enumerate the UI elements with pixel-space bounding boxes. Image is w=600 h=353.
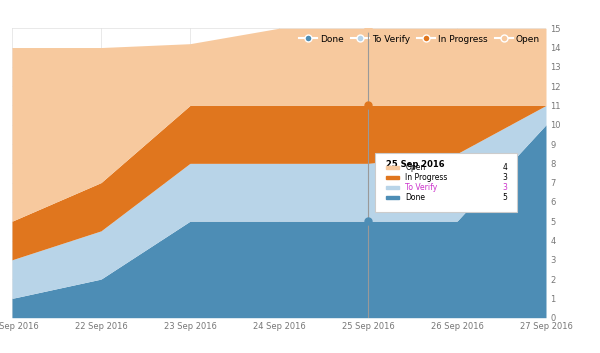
Text: To Verify: To Verify bbox=[406, 183, 437, 192]
Text: 4: 4 bbox=[503, 163, 508, 172]
Bar bbox=[386, 186, 399, 189]
Text: 3: 3 bbox=[503, 183, 508, 192]
Legend: Done, To Verify, In Progress, Open: Done, To Verify, In Progress, Open bbox=[298, 33, 541, 46]
Bar bbox=[386, 166, 399, 169]
FancyBboxPatch shape bbox=[375, 153, 517, 212]
Text: 3: 3 bbox=[503, 173, 508, 182]
Text: Open: Open bbox=[406, 163, 425, 172]
Text: 25 Sep 2016: 25 Sep 2016 bbox=[386, 160, 445, 169]
Text: Done: Done bbox=[406, 193, 425, 202]
Text: 5: 5 bbox=[503, 193, 508, 202]
Text: In Progress: In Progress bbox=[406, 173, 448, 182]
Bar bbox=[386, 176, 399, 179]
Bar bbox=[386, 196, 399, 199]
